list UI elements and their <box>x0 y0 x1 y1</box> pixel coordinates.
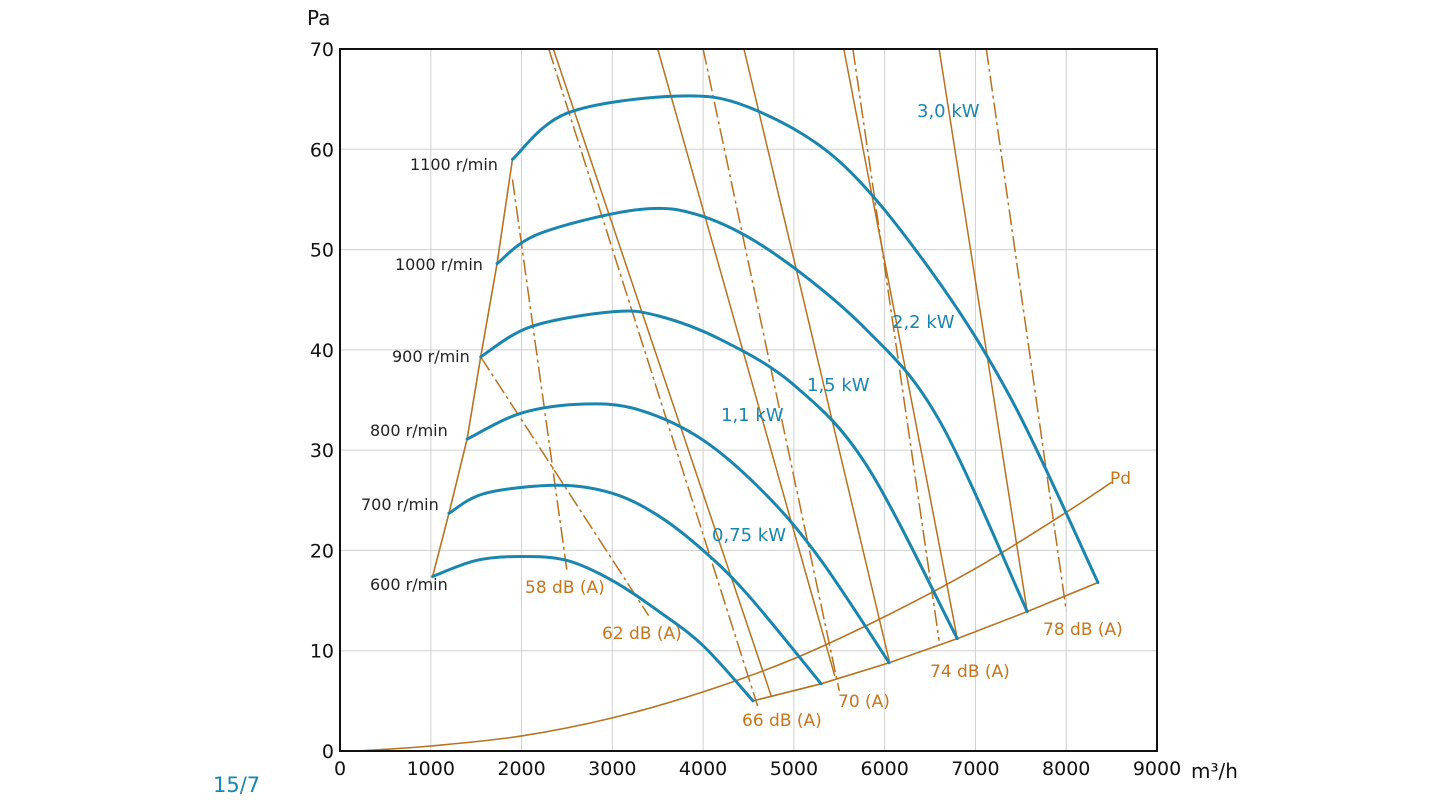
fan-curve <box>431 554 755 703</box>
pd-curve <box>358 481 1113 752</box>
power-line <box>743 48 890 661</box>
y-tick-label: 60 <box>310 139 334 161</box>
sound-label: 62 dB (A) <box>602 624 682 644</box>
x-tick-label: 3000 <box>588 758 636 780</box>
x-tick-label: 6000 <box>860 758 908 780</box>
x-axis-label: m³/h <box>1191 759 1238 783</box>
operating-boundary-line <box>752 581 1099 702</box>
x-tick-label: 0 <box>334 758 346 780</box>
speed-label: 1000 r/min <box>395 255 483 274</box>
power-label: 0,75 kW <box>712 525 786 546</box>
y-tick-label: 70 <box>310 39 334 61</box>
sound-line <box>548 48 759 707</box>
x-tick-label: 7000 <box>951 758 999 780</box>
sound-label: 66 dB (A) <box>742 711 822 731</box>
speed-label: 900 r/min <box>392 347 470 366</box>
y-tick-label: 30 <box>310 440 334 462</box>
sound-label: 78 dB (A) <box>1043 620 1123 640</box>
speed-label: 700 r/min <box>361 495 439 514</box>
power-line <box>657 48 836 676</box>
y-axis-label: Pa <box>307 6 330 30</box>
sound-label: 74 dB (A) <box>930 662 1010 682</box>
fan-curve <box>447 483 823 686</box>
y-tick-label: 50 <box>310 240 334 262</box>
power-label: 2,2 kW <box>892 312 955 333</box>
fan-curve <box>465 402 891 665</box>
sound-line <box>985 48 1067 611</box>
y-tick-label: 40 <box>310 340 334 362</box>
x-tick-label: 1000 <box>407 758 455 780</box>
sound-line <box>511 179 568 571</box>
y-tick-label: 20 <box>310 540 334 562</box>
sound-line <box>480 356 650 617</box>
x-tick-label: 9000 <box>1133 758 1181 780</box>
power-line <box>552 48 772 697</box>
sound-label: 70 (A) <box>838 692 890 712</box>
power-label: 1,1 kW <box>721 405 784 426</box>
pd-label: Pd <box>1110 469 1131 489</box>
x-tick-label: 2000 <box>497 758 545 780</box>
power-line <box>938 48 1028 612</box>
speed-label: 600 r/min <box>370 575 448 594</box>
y-tick-label: 0 <box>322 741 334 763</box>
speed-boundary-line <box>431 159 514 577</box>
x-tick-label: 4000 <box>679 758 727 780</box>
speed-label: 1100 r/min <box>410 155 498 174</box>
page-number: 15/7 <box>213 773 261 797</box>
fan-curve <box>510 94 1100 585</box>
power-label: 3,0 kW <box>917 101 980 122</box>
fan-curves <box>431 94 1100 703</box>
x-tick-label: 8000 <box>1042 758 1090 780</box>
fan-curve <box>495 206 1029 614</box>
sound-label: 58 dB (A) <box>525 578 605 598</box>
curve-labels: 600 r/min 700 r/min 800 r/min 900 r/min 1000… <box>361 101 1131 731</box>
x-tick-label: 5000 <box>770 758 818 780</box>
sound-line <box>852 48 940 641</box>
power-line <box>843 48 959 639</box>
fan-curve <box>479 309 959 641</box>
y-tick-label: 10 <box>310 641 334 663</box>
speed-label: 800 r/min <box>370 421 448 440</box>
axis-ticks: 0 1000 2000 3000 4000 5000 6000 7000 8000 9000 0 10… <box>310 39 1181 780</box>
sound-line <box>702 48 841 691</box>
plot-frame <box>339 48 1158 752</box>
power-label: 1,5 kW <box>807 375 870 396</box>
